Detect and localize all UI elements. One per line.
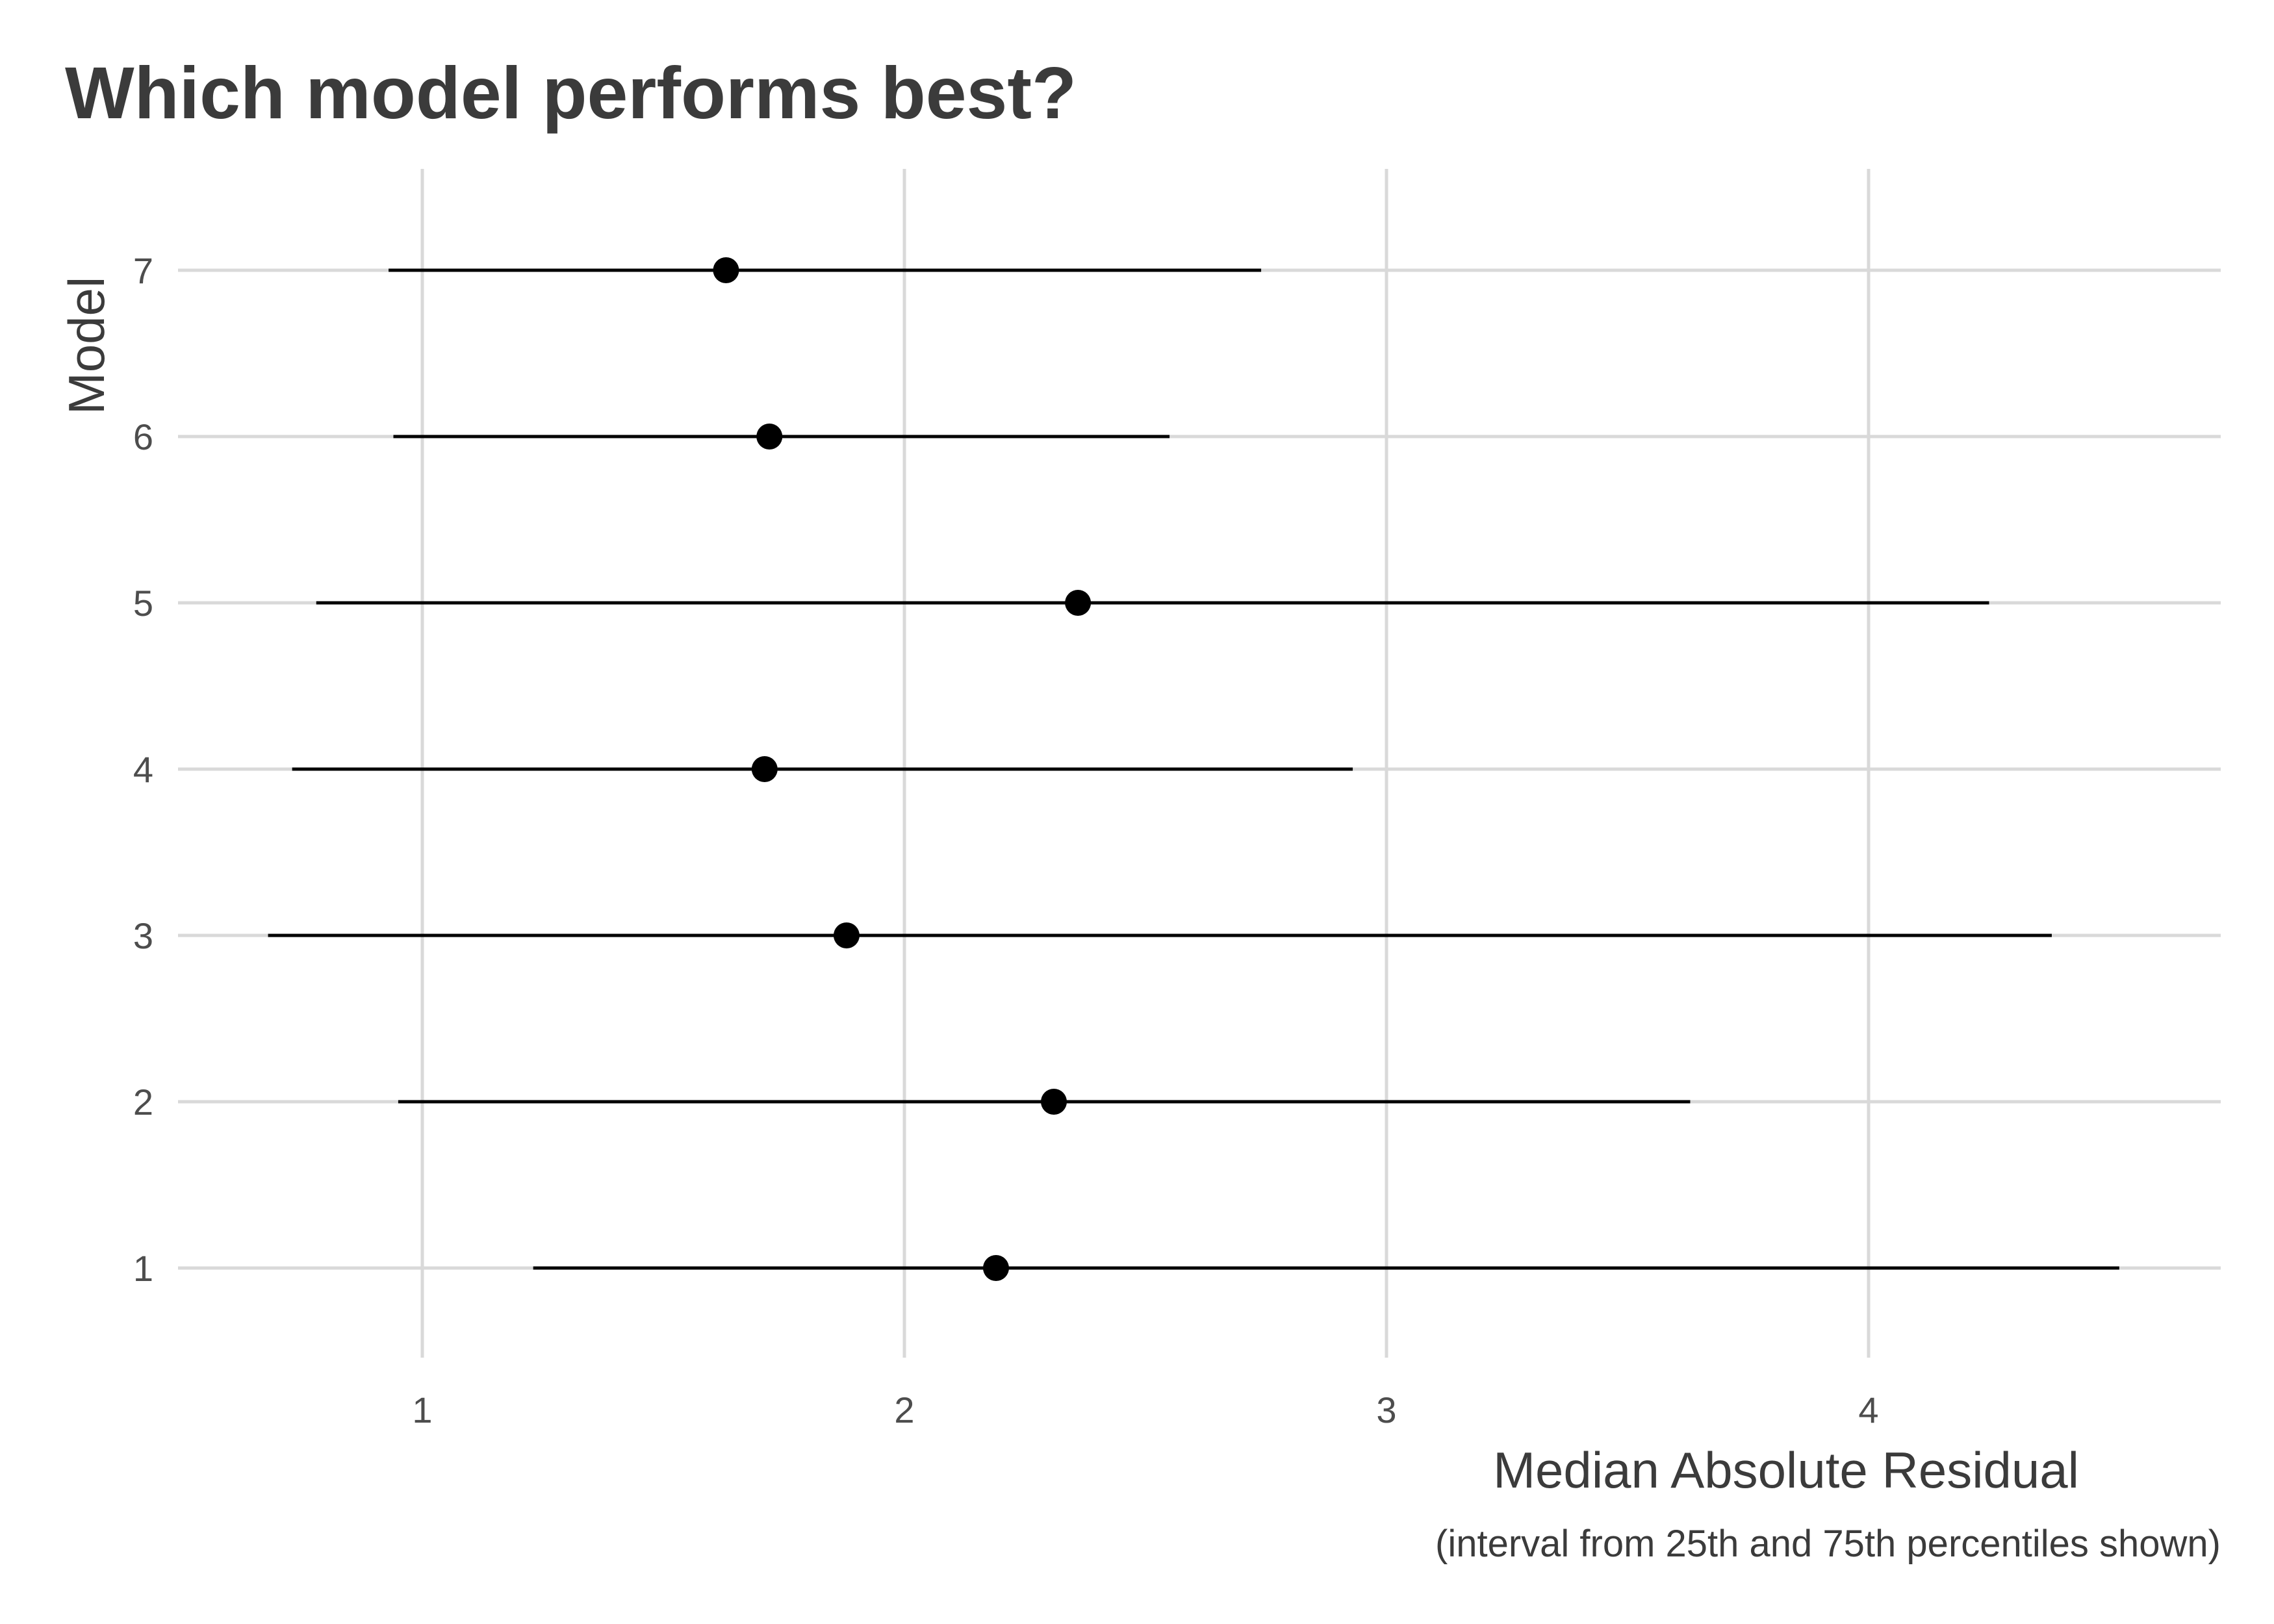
y-tick-label: 6	[133, 416, 153, 457]
x-axis-title: Median Absolute Residual	[1493, 1441, 2079, 1499]
x-gridlines	[420, 169, 1871, 1358]
y-axis-title: Model	[58, 277, 115, 414]
x-tick-label: 3	[1376, 1389, 1396, 1430]
median-point-model-1	[982, 1255, 1009, 1281]
y-tick-label: 7	[133, 250, 153, 291]
median-point-model-2	[1041, 1089, 1067, 1115]
median-point-model-6	[756, 424, 783, 450]
median-point-model-7	[713, 257, 739, 283]
chart-title: Which model performs best?	[65, 52, 1077, 134]
y-tick-label: 4	[133, 749, 153, 790]
x-tick-labels: 1 2 3 4	[412, 1389, 1878, 1430]
x-tick-label: 1	[412, 1389, 432, 1430]
median-point-model-4	[751, 756, 778, 782]
y-tick-label: 5	[133, 583, 153, 624]
median-point-model-5	[1065, 590, 1092, 616]
median-points	[713, 257, 1092, 1281]
x-tick-label: 2	[894, 1389, 914, 1430]
y-tick-label: 1	[133, 1248, 153, 1289]
y-tick-label: 2	[133, 1082, 153, 1123]
median-point-model-3	[833, 922, 860, 948]
x-tick-label: 4	[1858, 1389, 1878, 1430]
chart-caption: (interval from 25th and 75th percentiles…	[1435, 1523, 2221, 1565]
y-tick-labels: 1 2 3 4 5 6 7	[133, 250, 153, 1289]
y-tick-label: 3	[133, 915, 153, 956]
